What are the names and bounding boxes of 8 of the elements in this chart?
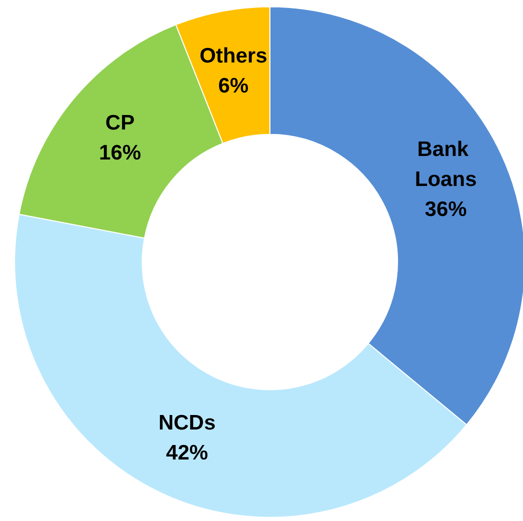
data-label: 16%	[99, 142, 142, 165]
data-label: 42%	[166, 442, 208, 465]
slice-label: NCDs	[158, 412, 216, 435]
slice-label: Others	[200, 44, 268, 68]
slice-label: Bank Loans	[414, 138, 477, 191]
data-label: 36%	[424, 198, 468, 221]
slice-label: CP	[105, 112, 135, 135]
data-label: 6%	[218, 74, 249, 98]
